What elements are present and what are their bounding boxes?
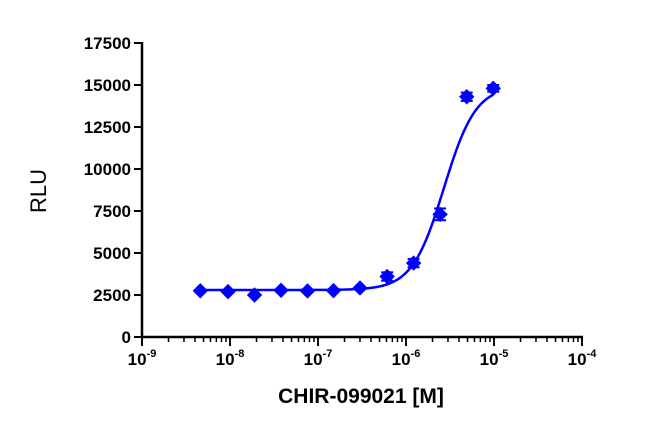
x-tick-label: 10-6 [392,348,421,369]
data-point [246,287,263,303]
y-tick-label: 17500 [84,34,131,53]
data-point [273,282,289,299]
data-point [325,282,342,299]
y-tick-label: 10000 [84,160,131,179]
y-tick-label: 5000 [93,244,131,263]
x-tick-label: 10-8 [216,348,245,369]
data-points-layer [192,80,501,303]
x-tick-label: 10-7 [304,348,333,369]
x-tick-label: 10-4 [568,348,598,369]
y-tick-label: 0 [122,328,131,347]
x-axis-title: CHIR-099021 [M] [278,385,444,408]
data-point [192,283,209,299]
data-point [485,80,501,97]
y-tick-label: 2500 [93,286,131,305]
axes-layer: 0 2500 5000 7500 10000 12500 15000 17500 10-9 10-… [84,34,598,369]
y-axis-title: RLU [26,169,51,213]
y-tick-label: 7500 [93,202,131,221]
fit-curve-layer [200,93,494,292]
data-point [379,268,395,285]
data-point [459,89,475,105]
x-tick-label: 10-9 [128,348,157,369]
data-point [220,283,236,300]
y-tick-label: 12500 [84,118,131,137]
fit-curve [200,93,494,292]
data-point [405,255,422,271]
y-tick-label: 15000 [84,76,131,95]
data-point [352,280,368,296]
data-point [432,206,448,223]
x-tick-label: 10-5 [480,348,509,369]
data-point [299,283,316,299]
